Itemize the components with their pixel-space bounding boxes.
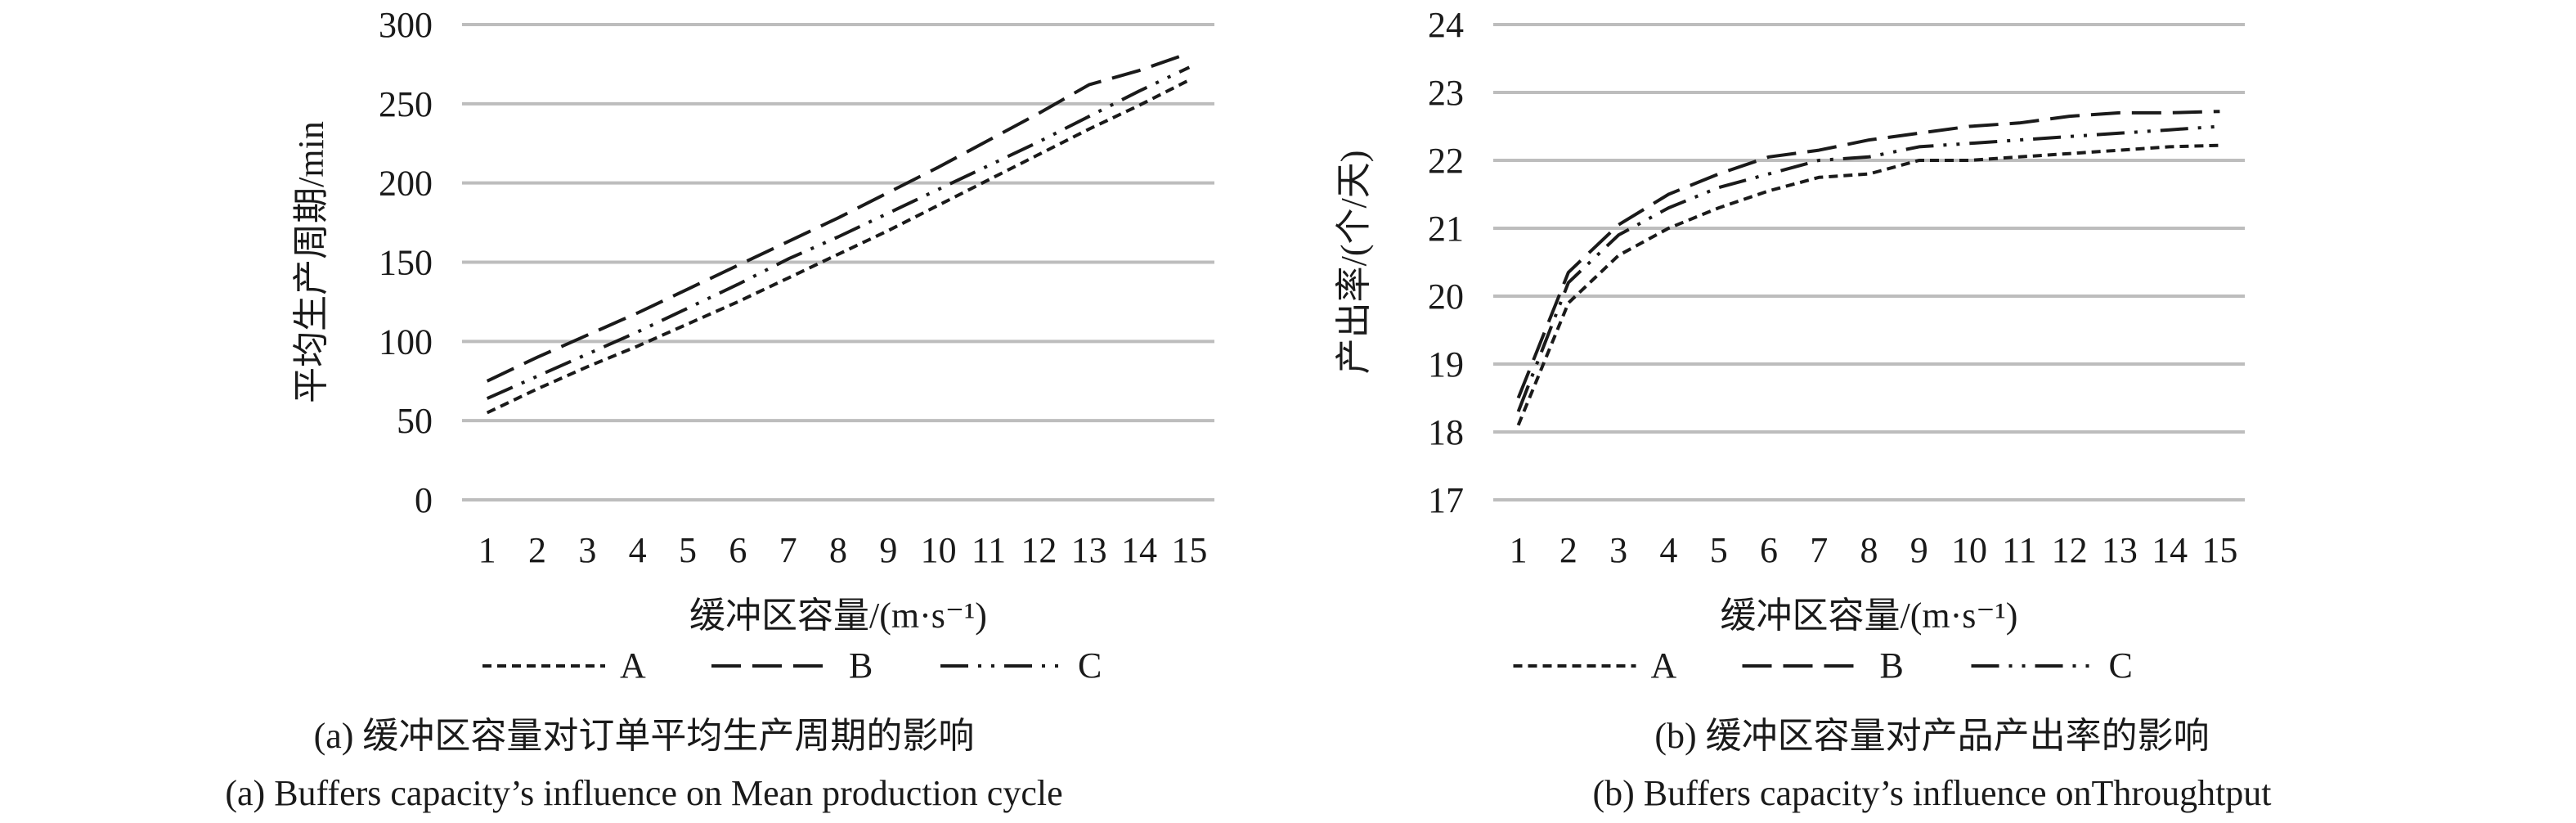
chart-a-y-tick-label: 250 bbox=[379, 84, 433, 124]
chart-a-x-tick-label: 12 bbox=[1021, 530, 1057, 570]
chart-b-x-tick-label: 5 bbox=[1710, 530, 1728, 570]
chart-a-x-tick-label: 14 bbox=[1121, 530, 1157, 570]
chart-a-y-tick-label: 100 bbox=[379, 322, 433, 362]
chart-a-legend-label-a: A bbox=[620, 645, 646, 686]
chart-a-x-tick-label: 3 bbox=[578, 530, 596, 570]
chart-b-caption-zh: (b) 缓冲区容量对产品产出率的影响 bbox=[1654, 716, 2210, 756]
chart-a-x-tick-label: 7 bbox=[779, 530, 797, 570]
chart-b-legend-label-b: B bbox=[1880, 645, 1904, 686]
chart-a-x-tick-label: 1 bbox=[478, 530, 496, 570]
chart-b-x-tick-label: 13 bbox=[2102, 530, 2138, 570]
chart-a-x-tick-label: 4 bbox=[629, 530, 647, 570]
chart-a-series-b-line bbox=[486, 52, 1190, 383]
chart-b-y-tick-label: 18 bbox=[1428, 412, 1464, 452]
chart-b-x-tick-label: 1 bbox=[1510, 530, 1528, 570]
chart-a-x-tick-label: 8 bbox=[829, 530, 847, 570]
chart-b-series-c-line bbox=[1516, 124, 2220, 412]
chart-b-x-tick-label: 11 bbox=[2002, 530, 2036, 570]
chart-b-series-a-line bbox=[1516, 143, 2220, 426]
chart-a-x-tick-label: 13 bbox=[1071, 530, 1107, 570]
chart-b-x-tick-label: 9 bbox=[1910, 530, 1928, 570]
chart-a-legend-label-c: C bbox=[1078, 645, 1102, 686]
chart-b-y-tick-label: 23 bbox=[1428, 73, 1464, 113]
chart-a-y-axis-label: 平均生产周期/min bbox=[291, 121, 331, 403]
chart-b-y-tick-label: 24 bbox=[1428, 5, 1464, 45]
chart-b-y-tick-label: 20 bbox=[1428, 277, 1464, 317]
chart-a-series-a-line bbox=[486, 79, 1191, 415]
chart-b-y-tick-label: 19 bbox=[1428, 344, 1464, 385]
chart-a-x-tick-label: 2 bbox=[528, 530, 546, 570]
chart-b-x-axis-label: 缓冲区容量/(m·s⁻¹) bbox=[1721, 596, 2018, 636]
chart-b-x-tick-label: 12 bbox=[2052, 530, 2088, 570]
chart-a-y-tick-label: 50 bbox=[397, 401, 433, 441]
chart-b-y-tick-label: 22 bbox=[1428, 141, 1464, 181]
chart-a-caption-en: (a) Buffers capacity’s influence on Mean… bbox=[225, 773, 1063, 813]
chart-b-x-tick-label: 8 bbox=[1860, 530, 1878, 570]
chart-b-x-tick-label: 3 bbox=[1609, 530, 1627, 570]
chart-b-y-tick-label: 17 bbox=[1428, 480, 1464, 520]
chart-a-series-c-line bbox=[486, 65, 1191, 400]
chart-b-x-tick-label: 10 bbox=[1951, 530, 1987, 570]
chart-b-series-b-line bbox=[1516, 110, 2220, 399]
chart-b-x-tick-label: 15 bbox=[2201, 530, 2237, 570]
chart-b-x-tick-label: 4 bbox=[1659, 530, 1677, 570]
chart-b-x-tick-label: 2 bbox=[1560, 530, 1577, 570]
chart-b-x-tick-label: 14 bbox=[2152, 530, 2188, 570]
chart-b-legend-label-c: C bbox=[2109, 645, 2133, 686]
chart-b-y-tick-label: 21 bbox=[1428, 209, 1464, 249]
chart-a-legend-label-b: B bbox=[849, 645, 873, 686]
chart-a-x-tick-label: 10 bbox=[921, 530, 957, 570]
chart-a-y-tick-label: 300 bbox=[379, 5, 433, 45]
chart-a-x-tick-label: 6 bbox=[729, 530, 747, 570]
chart-b-legend-label-a: A bbox=[1651, 645, 1677, 686]
chart-a-caption-zh: (a) 缓冲区容量对订单平均生产周期的影响 bbox=[313, 716, 975, 756]
chart-panel-b: 17 18 19 20 21 22 23 24 1 2 3 4 5 6 7 8 9 10 11 12 13 14 15 缓冲区… bbox=[1288, 0, 2576, 823]
chart-a-x-tick-label: 15 bbox=[1171, 530, 1207, 570]
chart-a-y-tick-label: 150 bbox=[379, 243, 433, 283]
chart-a-x-axis-label: 缓冲区容量/(m·s⁻¹) bbox=[689, 596, 987, 636]
chart-a-x-tick-label: 9 bbox=[879, 530, 897, 570]
chart-b-y-axis-label: 产出率/(个/天) bbox=[1334, 151, 1374, 375]
chart-a-x-tick-label: 11 bbox=[972, 530, 1006, 570]
chart-a-y-tick-label: 0 bbox=[415, 480, 433, 520]
chart-b-x-tick-label: 6 bbox=[1760, 530, 1778, 570]
chart-a-x-tick-label: 5 bbox=[679, 530, 697, 570]
chart-a-y-tick-label: 200 bbox=[379, 164, 433, 204]
chart-b-x-tick-label: 7 bbox=[1810, 530, 1828, 570]
chart-b-caption-en: (b) Buffers capacity’s influence onThrou… bbox=[1592, 773, 2272, 813]
chart-panel-a: 0 50 100 150 200 250 300 1 2 3 4 5 6 7 8 9 10 11 12 13 14 15 缓… bbox=[225, 5, 1214, 813]
